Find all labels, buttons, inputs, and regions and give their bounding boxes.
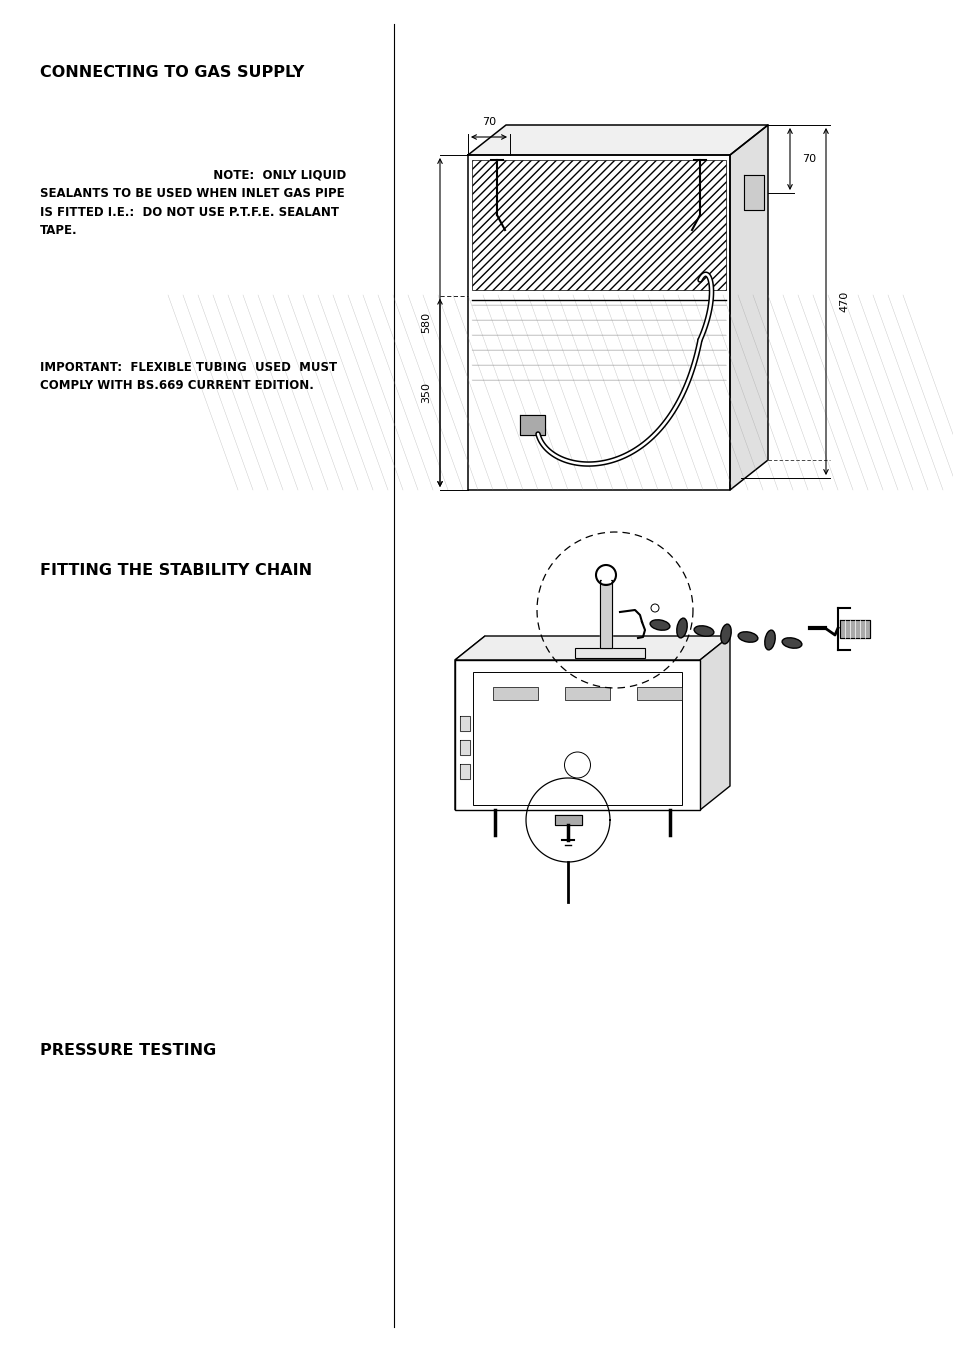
Polygon shape [493,688,537,700]
Text: IMPORTANT:  FLEXIBLE TUBING  USED  MUST
COMPLY WITH BS.669 CURRENT EDITION.: IMPORTANT: FLEXIBLE TUBING USED MUST COM… [40,361,336,392]
Polygon shape [840,620,869,638]
Polygon shape [459,765,470,780]
Polygon shape [743,176,763,209]
Polygon shape [599,580,612,648]
Polygon shape [455,636,484,811]
Text: CONNECTING TO GAS SUPPLY: CONNECTING TO GAS SUPPLY [40,65,304,80]
Circle shape [650,604,659,612]
Text: 70: 70 [481,118,496,127]
Polygon shape [555,815,581,825]
Ellipse shape [649,620,669,630]
Text: 70: 70 [801,154,815,163]
Polygon shape [729,126,767,490]
Polygon shape [468,155,729,490]
Polygon shape [459,740,470,755]
Polygon shape [575,648,644,658]
Polygon shape [564,688,609,700]
Ellipse shape [764,630,775,650]
Polygon shape [459,716,470,731]
Text: 350: 350 [420,382,431,404]
Ellipse shape [720,624,730,644]
Text: NOTE:  ONLY LIQUID
SEALANTS TO BE USED WHEN INLET GAS PIPE
IS FITTED I.E.:  DO N: NOTE: ONLY LIQUID SEALANTS TO BE USED WH… [40,169,346,238]
Ellipse shape [676,619,686,638]
Text: PRESSURE TESTING: PRESSURE TESTING [40,1043,216,1058]
Polygon shape [601,573,609,582]
Polygon shape [468,126,767,155]
Text: FITTING THE STABILITY CHAIN: FITTING THE STABILITY CHAIN [40,563,312,578]
Text: 470: 470 [838,290,848,312]
Ellipse shape [738,632,757,642]
Ellipse shape [694,626,713,636]
Polygon shape [455,636,729,661]
Text: 580: 580 [420,312,431,334]
Polygon shape [473,671,681,805]
Polygon shape [472,159,725,290]
Polygon shape [637,688,681,700]
Polygon shape [700,636,729,811]
Ellipse shape [781,638,801,648]
Polygon shape [455,661,700,811]
Polygon shape [519,415,544,435]
